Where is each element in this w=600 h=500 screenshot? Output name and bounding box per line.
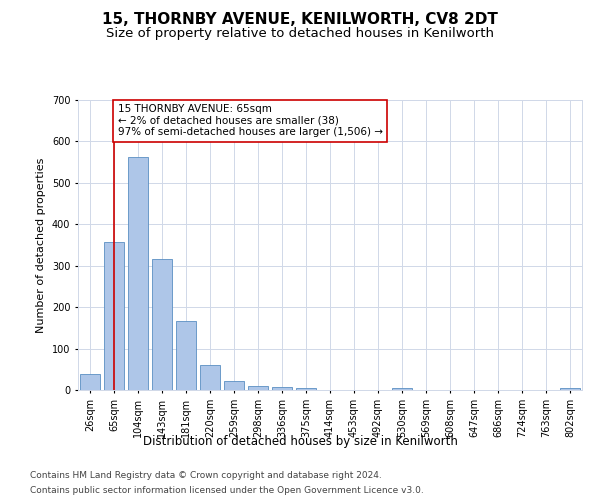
Bar xyxy=(104,242,124,390)
Bar xyxy=(248,386,268,390)
Text: Contains HM Land Registry data © Crown copyright and database right 2024.: Contains HM Land Registry data © Crown c… xyxy=(30,471,382,480)
Text: Size of property relative to detached houses in Kenilworth: Size of property relative to detached ho… xyxy=(106,28,494,40)
Bar xyxy=(392,388,412,390)
Text: 15 THORNBY AVENUE: 65sqm
← 2% of detached houses are smaller (38)
97% of semi-de: 15 THORNBY AVENUE: 65sqm ← 2% of detache… xyxy=(118,104,383,138)
Text: 15, THORNBY AVENUE, KENILWORTH, CV8 2DT: 15, THORNBY AVENUE, KENILWORTH, CV8 2DT xyxy=(102,12,498,28)
Bar xyxy=(200,365,220,390)
Bar xyxy=(152,259,172,390)
Text: Distribution of detached houses by size in Kenilworth: Distribution of detached houses by size … xyxy=(143,435,457,448)
Bar xyxy=(128,157,148,390)
Text: Contains public sector information licensed under the Open Government Licence v3: Contains public sector information licen… xyxy=(30,486,424,495)
Bar xyxy=(80,374,100,390)
Y-axis label: Number of detached properties: Number of detached properties xyxy=(37,158,46,332)
Bar xyxy=(296,388,316,390)
Bar xyxy=(272,387,292,390)
Bar xyxy=(224,381,244,390)
Bar xyxy=(176,321,196,390)
Bar xyxy=(560,388,580,390)
